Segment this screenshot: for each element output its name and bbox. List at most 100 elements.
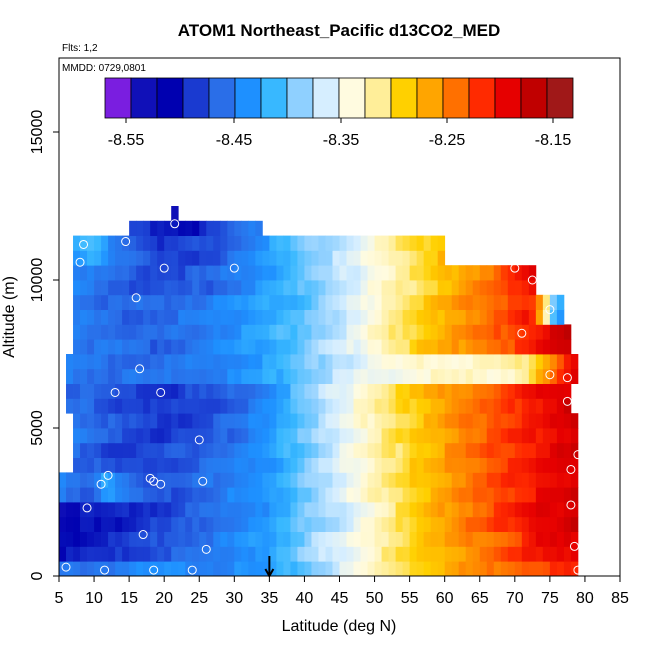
heatmap-cell	[304, 442, 312, 458]
heatmap-cell	[283, 516, 291, 532]
heatmap-cell	[290, 457, 298, 473]
heatmap-cell	[206, 561, 214, 577]
heatmap-cell	[150, 339, 158, 355]
heatmap-cell	[283, 339, 291, 355]
heatmap-cell	[346, 383, 354, 399]
heatmap-cell	[297, 428, 305, 444]
heatmap-cell	[304, 531, 312, 547]
heatmap-cell	[283, 294, 291, 310]
heatmap-cell	[262, 502, 270, 518]
x-tick-label: 65	[471, 590, 489, 607]
heatmap-cell	[325, 235, 333, 251]
heatmap-cell	[381, 383, 389, 399]
heatmap-cell	[374, 280, 382, 296]
heatmap-cell	[241, 324, 249, 340]
sample-point	[569, 541, 579, 551]
heatmap-cell	[353, 324, 361, 340]
heatmap-cell	[479, 428, 488, 444]
heatmap-cell	[136, 280, 144, 296]
heatmap-cell	[241, 442, 249, 458]
heatmap-cell	[213, 280, 221, 296]
heatmap-cell	[283, 487, 291, 503]
heatmap-cell	[360, 354, 368, 370]
heatmap-cell	[332, 280, 340, 296]
heatmap-cell	[213, 309, 221, 325]
heatmap-cell	[73, 265, 81, 281]
heatmap-cell	[528, 339, 537, 355]
heatmap-cell	[66, 516, 74, 532]
heatmap-cell	[528, 531, 537, 547]
heatmap-cell	[381, 472, 389, 488]
colorbar-swatch	[208, 77, 236, 119]
heatmap-cell	[451, 294, 460, 310]
heatmap-cell	[164, 220, 172, 236]
heatmap-cell	[178, 220, 186, 236]
heatmap-cell	[129, 220, 137, 236]
heatmap-cell	[430, 280, 439, 296]
heatmap-cell	[332, 368, 340, 384]
heatmap-cell	[185, 487, 193, 503]
heatmap-cell	[248, 487, 256, 503]
heatmap-cell	[563, 487, 572, 503]
heatmap-cell	[129, 472, 137, 488]
heatmap-cell	[500, 339, 509, 355]
heatmap-cell	[486, 309, 495, 325]
heatmap-cell	[381, 280, 389, 296]
heatmap-cell	[423, 442, 432, 458]
heatmap-cell	[199, 561, 207, 577]
heatmap-cell	[122, 235, 130, 251]
heatmap-cell	[115, 265, 123, 281]
heatmap-cell	[339, 265, 347, 281]
heatmap-cell	[528, 324, 537, 340]
heatmap-cell	[255, 294, 263, 310]
heatmap-cell	[213, 250, 221, 266]
heatmap-cell	[171, 220, 179, 236]
heatmap-cell	[178, 531, 186, 547]
heatmap-cell	[192, 472, 200, 488]
heatmap-cell	[101, 516, 109, 532]
heatmap-cell	[388, 280, 396, 296]
heatmap-cell	[87, 368, 95, 384]
colorbar-tick-label: -8.55	[108, 132, 145, 149]
heatmap-cell	[304, 250, 312, 266]
heatmap-cell	[367, 546, 375, 562]
heatmap-cell	[451, 265, 460, 281]
heatmap-cell	[500, 487, 509, 503]
heatmap-cell	[430, 442, 439, 458]
heatmap-cell	[430, 457, 439, 473]
heatmap-cell	[199, 309, 207, 325]
heatmap-cell	[129, 368, 137, 384]
heatmap-cell	[486, 265, 495, 281]
heatmap-cell	[444, 339, 453, 355]
heatmap-cell	[479, 294, 488, 310]
heatmap-cell	[213, 457, 221, 473]
heatmap-cell	[241, 428, 249, 444]
heatmap-cell	[122, 442, 130, 458]
heatmap-cell	[367, 502, 375, 518]
heatmap-cell	[199, 502, 207, 518]
sample-point	[79, 239, 89, 249]
colorbar-swatch	[546, 77, 574, 119]
heatmap-cell	[493, 502, 502, 518]
colorbar-tick-label: -8.35	[323, 132, 360, 149]
heatmap-cell	[507, 442, 516, 458]
heatmap-cell	[304, 398, 312, 414]
heatmap-cell	[465, 294, 474, 310]
heatmap-cell	[325, 309, 333, 325]
heatmap-cell	[535, 294, 544, 310]
colorbar-tick-label: -8.45	[216, 132, 253, 149]
heatmap-cell	[129, 339, 137, 355]
heatmap-cell	[563, 398, 572, 414]
heatmap-cell	[528, 413, 537, 429]
heatmap-cell	[542, 487, 551, 503]
heatmap-cell	[136, 531, 144, 547]
heatmap-cell	[311, 442, 319, 458]
heatmap-cell	[129, 294, 137, 310]
heatmap-cell	[353, 442, 361, 458]
heatmap-cell	[297, 265, 305, 281]
heatmap-cell	[178, 339, 186, 355]
heatmap-cell	[507, 457, 516, 473]
heatmap-cell	[542, 309, 551, 325]
heatmap-cell	[206, 339, 214, 355]
heatmap-cell	[129, 442, 137, 458]
